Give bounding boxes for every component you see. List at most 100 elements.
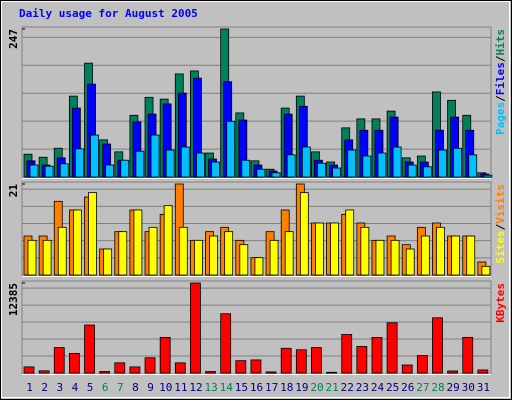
bar <box>401 364 413 374</box>
x-tick-label: 4 <box>72 381 79 394</box>
bar <box>135 150 145 178</box>
bar <box>42 239 52 276</box>
bar <box>284 231 294 276</box>
legend: Sites/Visits <box>494 184 507 264</box>
x-tick-label: 16 <box>250 381 263 394</box>
bar <box>68 352 80 374</box>
bar <box>174 362 186 374</box>
bar <box>90 134 99 178</box>
x-tick-label: 13 <box>204 381 217 394</box>
bar <box>375 239 385 276</box>
x-tick-label: 2 <box>41 381 48 394</box>
bar <box>241 159 251 178</box>
bar <box>27 239 37 276</box>
bar <box>377 152 387 178</box>
x-tick-label: 31 <box>477 381 490 394</box>
bar <box>405 248 415 276</box>
chart-title: Daily usage for August 2005 <box>19 7 198 20</box>
x-tick-label: 21 <box>326 381 339 394</box>
bar <box>407 164 417 178</box>
bar <box>239 244 249 276</box>
x-tick-label: 19 <box>295 381 308 394</box>
x-tick-label: 22 <box>341 381 354 394</box>
x-tick-label: 20 <box>310 381 323 394</box>
bar <box>196 152 205 178</box>
x-tick-label: 30 <box>462 381 475 394</box>
bar <box>220 313 232 374</box>
x-tick-label: 25 <box>386 381 399 394</box>
legend-separator: / <box>494 95 507 102</box>
plot-area <box>21 280 492 375</box>
bar <box>481 265 491 276</box>
x-tick-label: 18 <box>280 381 293 394</box>
bar <box>438 149 447 178</box>
bar <box>165 149 175 178</box>
bar <box>133 209 143 276</box>
bar <box>23 366 35 374</box>
x-tick-label: 9 <box>147 381 154 394</box>
legend-separator: / <box>494 55 507 62</box>
bar <box>148 226 158 276</box>
bar <box>347 149 357 178</box>
x-tick-label: 29 <box>447 381 460 394</box>
x-tick-label: 10 <box>159 381 172 394</box>
bar <box>103 248 113 276</box>
bar <box>250 359 262 374</box>
x-tick-label: 3 <box>57 381 64 394</box>
bar <box>53 347 65 374</box>
bar <box>99 371 111 374</box>
x-tick-label: 26 <box>401 381 414 394</box>
bar <box>356 346 368 374</box>
bar <box>209 235 218 276</box>
x-tick-label: 1 <box>26 381 33 394</box>
bar <box>105 164 115 178</box>
x-tick-label: 15 <box>235 381 248 394</box>
bar <box>44 165 54 178</box>
bar <box>311 347 322 374</box>
x-tick-label: 7 <box>117 381 124 394</box>
x-tick-label: 27 <box>416 381 429 394</box>
bar <box>163 205 173 276</box>
bar <box>436 226 445 276</box>
bar <box>341 334 353 374</box>
y-tick-label: 12385 <box>7 283 20 316</box>
x-tick-label: 12 <box>189 381 202 394</box>
x-tick-label: 5 <box>87 381 94 394</box>
bar <box>118 231 128 276</box>
bar <box>38 370 50 374</box>
legend: Pages/Files/Hits <box>494 29 507 135</box>
bar <box>84 324 95 374</box>
bar <box>447 370 459 374</box>
legend-entry: Visits <box>494 184 507 224</box>
y-tick-label: 21 <box>7 184 20 198</box>
bar <box>269 239 279 276</box>
bar <box>57 226 67 276</box>
bar <box>29 164 39 178</box>
x-tick-label: 11 <box>174 381 187 394</box>
bar <box>256 168 266 178</box>
legend: KBytes <box>494 283 507 323</box>
bar <box>74 148 84 178</box>
bar <box>88 192 97 276</box>
bar <box>416 355 428 374</box>
bar <box>254 257 264 276</box>
legend-entry: Sites <box>494 230 507 263</box>
bar <box>190 282 201 374</box>
bar <box>150 134 160 178</box>
bar <box>332 167 341 178</box>
bar <box>392 146 402 178</box>
bar <box>286 154 296 178</box>
bar <box>194 239 203 276</box>
bar <box>468 154 478 178</box>
bar <box>226 120 236 178</box>
bar <box>120 159 130 178</box>
bar <box>235 360 247 374</box>
bar <box>271 172 281 178</box>
bar <box>295 349 307 374</box>
bar <box>362 155 372 178</box>
bar <box>390 239 400 276</box>
bar <box>72 209 82 276</box>
bar <box>483 174 493 178</box>
